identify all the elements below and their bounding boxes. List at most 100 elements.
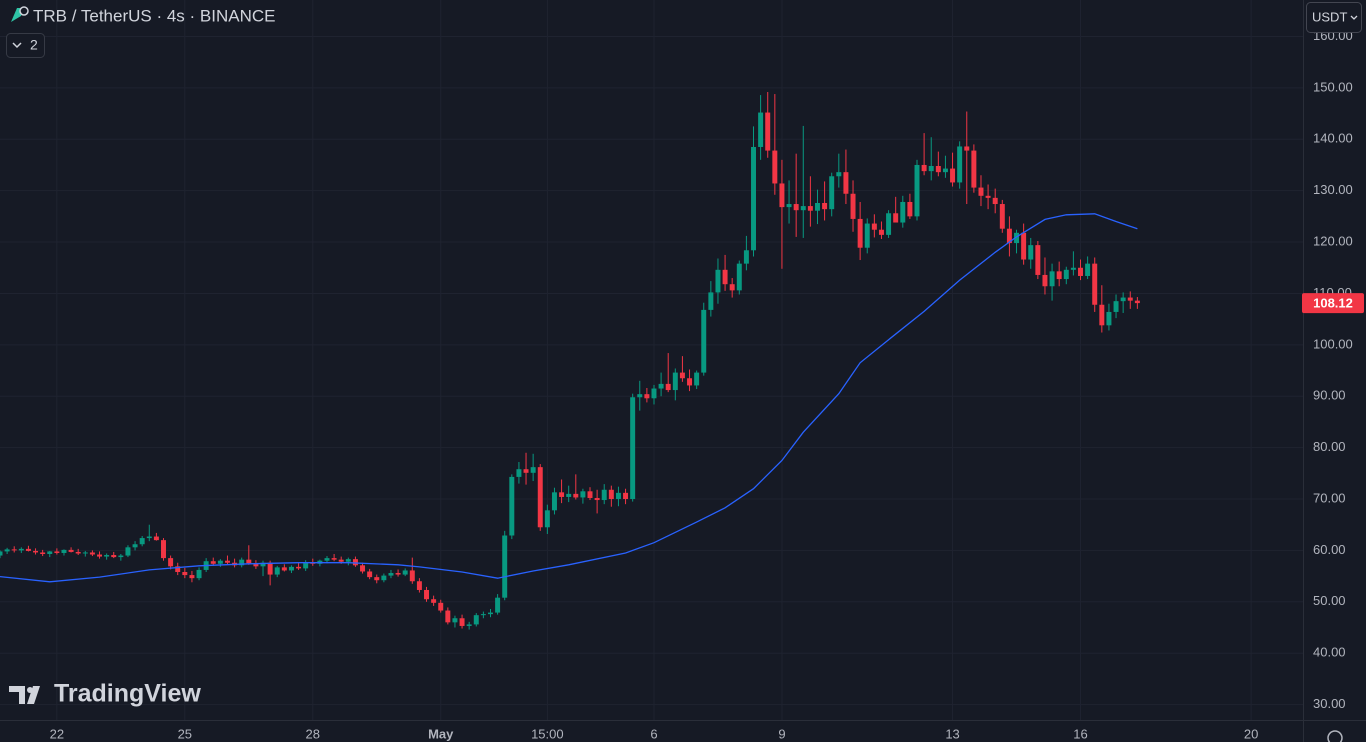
candle-body [800,206,806,211]
y-tick-label: 90.00 [1313,388,1346,403]
candle-body [537,467,543,528]
candle-body [168,558,174,567]
y-tick-label: 100.00 [1313,336,1353,351]
candle-body [153,536,159,541]
x-tick-label: 25 [178,726,192,741]
candle-body [942,168,948,173]
candle-body [1120,297,1126,302]
watermark-logo-dot [27,687,33,693]
candle-body [822,202,828,210]
candle-body [793,204,799,211]
candle-body [1042,274,1048,287]
symbol-title: TRB / TetherUS · 4s · BINANCE [33,6,275,25]
candle-body [324,558,330,561]
candle-body [985,195,991,198]
candle-body [210,561,216,564]
candle-body [751,146,756,251]
candle-body [75,551,81,554]
candle-body [530,467,536,473]
candle-body [729,284,735,291]
candle-body [217,560,223,564]
candle-body [303,562,309,569]
candle-body [509,476,515,536]
settings-icon[interactable] [1327,730,1343,742]
y-tick-label: 150.00 [1313,79,1353,94]
candle-body [743,250,749,264]
candle-body [630,397,636,500]
candle-body [18,548,24,551]
currency-button[interactable]: USDT [1306,2,1362,33]
indicators-toggle[interactable] [6,33,45,58]
candle-body [950,168,956,183]
candle-body [1085,263,1091,276]
candle-body [466,624,472,626]
candle-body [900,201,906,223]
grid [0,0,1303,720]
candle-body [836,172,842,177]
x-tick-label: 20 [1244,726,1258,741]
candle-body [374,577,380,581]
candle-body [61,549,67,553]
candle-body [1006,228,1012,244]
candle-body [566,493,572,497]
currency-label[interactable]: USDT [1312,9,1347,24]
candle-body [1049,271,1055,287]
candle-body [11,549,17,551]
candle-body [1028,245,1034,260]
candle-body [665,383,671,391]
candle-body [971,150,977,188]
candle-body [843,172,849,194]
candle-body [424,589,430,600]
candle-body [395,573,401,575]
candle-body [416,581,422,590]
candle-body [957,146,963,183]
x-tick-label: May [428,726,454,741]
candle-body [523,469,529,473]
candle-body [644,394,650,399]
candle-body [452,618,458,623]
candle-body [878,229,884,235]
candle-body [281,567,287,571]
candle-body [992,197,998,205]
candle-body [409,570,415,582]
x-tick-label: 22 [50,726,64,741]
candle-body [651,388,657,399]
y-tick-label: 80.00 [1313,439,1346,454]
candle-body [573,493,579,498]
candle-body [623,492,629,500]
currency-button-frame[interactable] [1306,2,1362,33]
y-tick-label: 60.00 [1313,542,1346,557]
candle-body [97,554,103,557]
y-tick-label: 120.00 [1313,233,1353,248]
candle-body [864,223,870,248]
candle-body [1092,263,1098,305]
candle-body [132,544,138,548]
settings-gear[interactable] [1327,730,1343,742]
candle-body [608,489,614,500]
candle-body [182,571,188,576]
candle-body [1078,267,1083,276]
candle-body [175,566,181,572]
candle-body [658,383,664,389]
x-tick-label: 28 [306,726,320,741]
candle-body [139,538,145,545]
candle-body [40,552,46,555]
candle-body [288,566,294,571]
candle-body [488,612,493,615]
candle-body [445,610,451,623]
candle-body [893,213,899,223]
candle-body [615,492,621,500]
candle-body [267,562,273,575]
x-tick-label: 9 [778,726,785,741]
candle-body [388,573,394,576]
x-tick-label: 15:00 [531,726,564,741]
y-tick-label: 130.00 [1313,182,1353,197]
candle-body [516,469,522,477]
candle-body [587,491,593,498]
candle-body [978,187,984,196]
candle-body [850,193,856,219]
candle-body [772,150,778,184]
candle-body [495,597,501,613]
